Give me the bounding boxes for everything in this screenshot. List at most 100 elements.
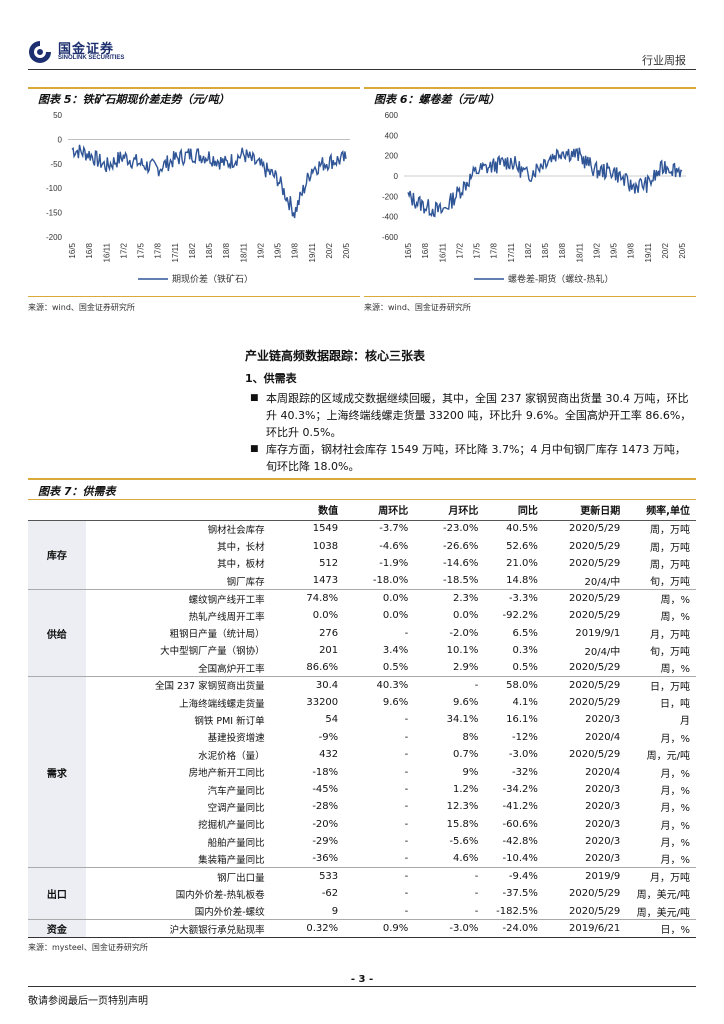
table-cell: - [404,836,409,848]
table-row: 资金 沪大额银行承兑贴现率 0.32% 0.9% -3.0% -24.0% 2019/6/2… [28,919,696,938]
supply-demand-table: 图表 7：供需表 数值 周环比 月环比 同比 更新日期 频率,单位 库存 钢材社会… [28,478,696,953]
table-cell: 4.6% [414,850,485,869]
table-cell: 日，% [626,919,696,938]
x-tick-label: 17/11 [507,242,516,262]
table-cell: -41.2% [502,801,538,813]
col-header: 同比 [484,500,544,521]
table-cell: 2020/3 [585,714,621,726]
table-row: 其中，板材 512 -1.9% -14.6% 21.0% 2020/5/29 周，万吨 [28,555,696,572]
table-cell: 2.3% [452,593,479,604]
table-cell: 15.8% [446,818,479,830]
table-cell: - [404,801,409,813]
category-cell: 库存 [28,520,86,591]
table-cell: 2020/5/29 [543,902,627,921]
table-cell: 月，% [660,768,690,780]
table-cell: - [404,731,409,743]
table-cell: 33200 [306,697,339,709]
table-cell: -1.9% [379,557,409,569]
col-header: 更新日期 [543,500,627,521]
indicator-name: 上海终端线螺走货量 [179,698,265,710]
x-tick-label: 18/8 [558,242,567,258]
indicator-name: 粗钢日产量（统计局） [169,629,265,641]
table-row: 水泥价格（量） 432 - 0.7% -3.0% 2020/5/29 周，元/吨 [28,746,696,763]
y-tick-label: -600 [382,233,399,242]
table-cell: -4.6% [379,540,409,552]
indicator-name: 钢铁 PMI 新订单 [194,715,265,727]
table-cell: -36% [270,850,345,869]
table-cell: -37.5% [502,888,538,900]
chart-6-title: 图表 6：螺卷差（元/吨） [374,93,500,106]
table-cell: 2020/5/29 [569,679,621,691]
x-tick-label: 19/5 [610,242,619,258]
x-tick-label: 17/5 [137,242,146,258]
table-cell: 0.0% [382,593,409,604]
table-cell: 2020/3 [543,850,627,869]
table-cell: 月 [680,716,690,728]
x-tick-label: 18/11 [575,242,584,262]
table-cell: 74.8% [306,593,339,604]
y-tick-label: -100 [46,184,63,193]
indicator-name: 船舶产量同比 [207,837,265,849]
table-cell: 周，% [626,659,696,678]
table-cell: 8% [462,731,479,743]
indicator-name: 钢厂库存 [85,572,271,591]
table-row: 钢厂库存 1473 -18.0% -18.5% 14.8% 20/4/中 旬，万吨 [28,572,696,591]
x-tick-label: 19/8 [627,242,636,258]
series-line [71,144,347,219]
table-cell: - [404,888,409,900]
table-cell: 2020/5/29 [569,557,621,569]
table-cell: 2.9% [414,659,485,678]
table-cell: 旬，万吨 [626,572,696,591]
table-cell: 4.1% [512,697,538,709]
table-cell: -32% [512,766,538,778]
indicator-name: 汽车产量同比 [207,785,265,797]
table-cell: 周，美元/吨 [636,890,690,902]
table-cell: - [344,850,415,869]
table-cell: 3.4% [382,644,409,656]
table-cell: 2020/5/29 [569,540,621,552]
bullet-2: 库存方面，钢材社会库存 1549 万吨，环比降 3.7%；4 月中旬钢厂库存 1… [250,441,695,475]
table-cell: 30.4 [315,679,339,691]
table-cell: - [474,888,479,900]
table-cell: -5.6% [449,836,479,848]
series-line [407,147,683,218]
x-tick-label: 17/8 [490,242,499,258]
table-row: 国内外价差-热轧板卷 -62 - - -37.5% 2020/5/29 周，美元/吨 [28,885,696,902]
x-tick-label: 19/8 [291,242,300,258]
col-header: 月环比 [414,500,485,521]
table-cell: 1473 [270,572,345,591]
table-cell: -3.0% [414,919,485,938]
table-cell: 2020/5/29 [569,593,621,604]
table-cell: 2020/5/29 [569,523,621,535]
table-cell: 1.2% [452,784,479,796]
indicator-name: 集装箱产量同比 [85,850,271,869]
table-cell: 276 [319,627,339,639]
table-cell: - [404,871,409,883]
table-cell: 2020/4 [585,731,621,743]
table-cell: -92.2% [502,610,538,622]
table-cell: 日，吨 [660,699,690,711]
table-cell: 月，% [626,850,696,869]
table-cell: - [344,902,415,921]
table-cell: -62 [321,888,339,900]
table-cell: -45% [312,784,339,796]
y-tick-label: 200 [385,152,399,161]
y-tick-label: 600 [385,111,399,120]
x-tick-label: 16/11 [438,242,447,262]
table-cell: 58.0% [506,679,538,691]
table-cell: -28% [312,801,339,813]
table-cell: 2020/5/29 [569,610,621,622]
table-cell: 9 [270,902,345,921]
table-cell: - [404,766,409,778]
x-tick-label: 18/2 [188,242,197,258]
category-cell: 供给 [28,589,86,678]
indicator-name: 钢材社会库存 [207,524,265,536]
x-tick-label: 20/5 [678,242,687,258]
table-cell: -18% [312,766,339,778]
table-cell: -9.4% [508,871,538,883]
x-tick-label: 20/2 [325,242,334,258]
table-cell: -20% [312,818,339,830]
table-cell: 40.5% [506,523,538,535]
table-cell: 9.6% [382,697,409,709]
table-cell: 6.5% [512,627,538,639]
